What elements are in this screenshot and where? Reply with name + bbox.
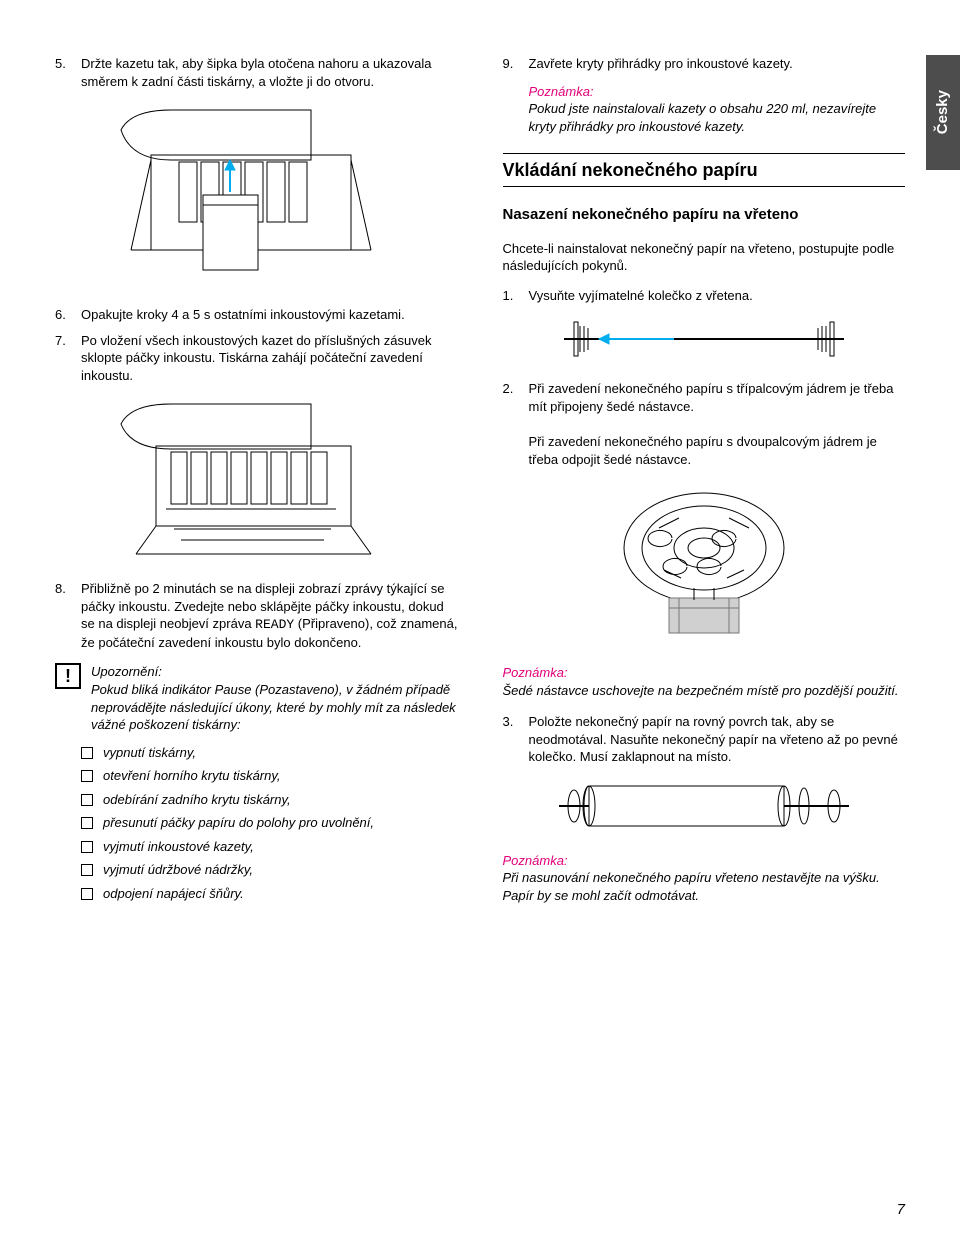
- step-text: Zavřete kryty přihrádky pro inkoustové k…: [529, 55, 906, 73]
- step-number: 8.: [55, 580, 81, 651]
- step-8: 8. Přibližně po 2 minutách se na displej…: [55, 580, 458, 651]
- step-number: 3.: [503, 713, 529, 766]
- page-columns: 5. Držte kazetu tak, aby šipka byla otoč…: [55, 55, 905, 908]
- step-r1: 1. Vysuňte vyjímatelné kolečko z vřetena…: [503, 287, 906, 305]
- caution-block: ! Upozornění: Pokud bliká indikátor Paus…: [55, 663, 458, 733]
- list-item: vyjmutí údržbové nádržky,: [81, 861, 458, 879]
- section-heading: Vkládání nekonečného papíru: [503, 153, 906, 187]
- step-text: Položte nekonečný papír na rovný povrch …: [529, 713, 906, 766]
- right-column: 9. Zavřete kryty přihrádky pro inkoustov…: [503, 55, 906, 908]
- figure-roll-on-spindle: [503, 776, 906, 836]
- figure-cartridge-insert: [55, 100, 458, 290]
- step-number: 1.: [503, 287, 529, 305]
- list-item: odebírání zadního krytu tiskárny,: [81, 791, 458, 809]
- step-text: Opakujte kroky 4 a 5 s ostatními inkoust…: [81, 306, 458, 324]
- left-column: 5. Držte kazetu tak, aby šipka byla otoč…: [55, 55, 458, 908]
- figure-levers-down: [55, 394, 458, 564]
- list-item: přesunutí páčky papíru do polohy pro uvo…: [81, 814, 458, 832]
- language-tab: Česky: [926, 55, 960, 170]
- list-item: vypnutí tiskárny,: [81, 744, 458, 762]
- page-number: 7: [897, 1200, 905, 1220]
- note-label: Poznámka:: [529, 84, 594, 99]
- step-r2: 2. Při zavedení nekonečného papíru s tří…: [503, 380, 906, 468]
- step-number: 2.: [503, 380, 529, 468]
- step-text: Vysuňte vyjímatelné kolečko z vřetena.: [529, 287, 906, 305]
- step-text: Držte kazetu tak, aby šipka byla otočena…: [81, 55, 458, 90]
- caution-icon: !: [55, 663, 81, 689]
- language-tab-label: Česky: [933, 90, 953, 134]
- step-number: 7.: [55, 332, 81, 385]
- note-2: Poznámka: Šedé nástavce uschovejte na be…: [503, 664, 906, 699]
- note-3: Poznámka: Při nasunování nekonečného pap…: [503, 852, 906, 905]
- list-item: otevření horního krytu tiskárny,: [81, 767, 458, 785]
- figure-flange: [503, 478, 906, 648]
- step-text: Přibližně po 2 minutách se na displeji z…: [81, 580, 458, 651]
- step-text: Při zavedení nekonečného papíru s třípal…: [529, 380, 906, 468]
- step-9: 9. Zavřete kryty přihrádky pro inkoustov…: [503, 55, 906, 73]
- caution-label: Upozornění:: [91, 664, 162, 679]
- note-text: Při nasunování nekonečného papíru vřeten…: [503, 870, 880, 903]
- step-number: 5.: [55, 55, 81, 90]
- caution-list: vypnutí tiskárny, otevření horního krytu…: [55, 744, 458, 903]
- note-1: Poznámka: Pokud jste nainstalovali kazet…: [503, 83, 906, 136]
- step-5: 5. Držte kazetu tak, aby šipka byla otoč…: [55, 55, 458, 90]
- figure-spindle: [503, 314, 906, 364]
- list-item: odpojení napájecí šňůry.: [81, 885, 458, 903]
- step-number: 9.: [503, 55, 529, 73]
- note-text: Šedé nástavce uschovejte na bezpečném mí…: [503, 683, 899, 698]
- step-number: 6.: [55, 306, 81, 324]
- note-label: Poznámka:: [503, 665, 568, 680]
- step-text: Po vložení všech inkoustových kazet do p…: [81, 332, 458, 385]
- list-item: vyjmutí inkoustové kazety,: [81, 838, 458, 856]
- caution-body: Upozornění: Pokud bliká indikátor Pause …: [91, 663, 458, 733]
- step-r3: 3. Položte nekonečný papír na rovný povr…: [503, 713, 906, 766]
- step-7: 7. Po vložení všech inkoustových kazet d…: [55, 332, 458, 385]
- note-text: Pokud jste nainstalovali kazety o obsahu…: [529, 101, 877, 134]
- subsection-heading: Nasazení nekonečného papíru na vřeteno: [503, 205, 906, 225]
- step-6: 6. Opakujte kroky 4 a 5 s ostatními inko…: [55, 306, 458, 324]
- intro-text: Chcete-li nainstalovat nekonečný papír n…: [503, 240, 906, 275]
- caution-text: Pokud bliká indikátor Pause (Pozastaveno…: [91, 682, 456, 732]
- note-label: Poznámka:: [503, 853, 568, 868]
